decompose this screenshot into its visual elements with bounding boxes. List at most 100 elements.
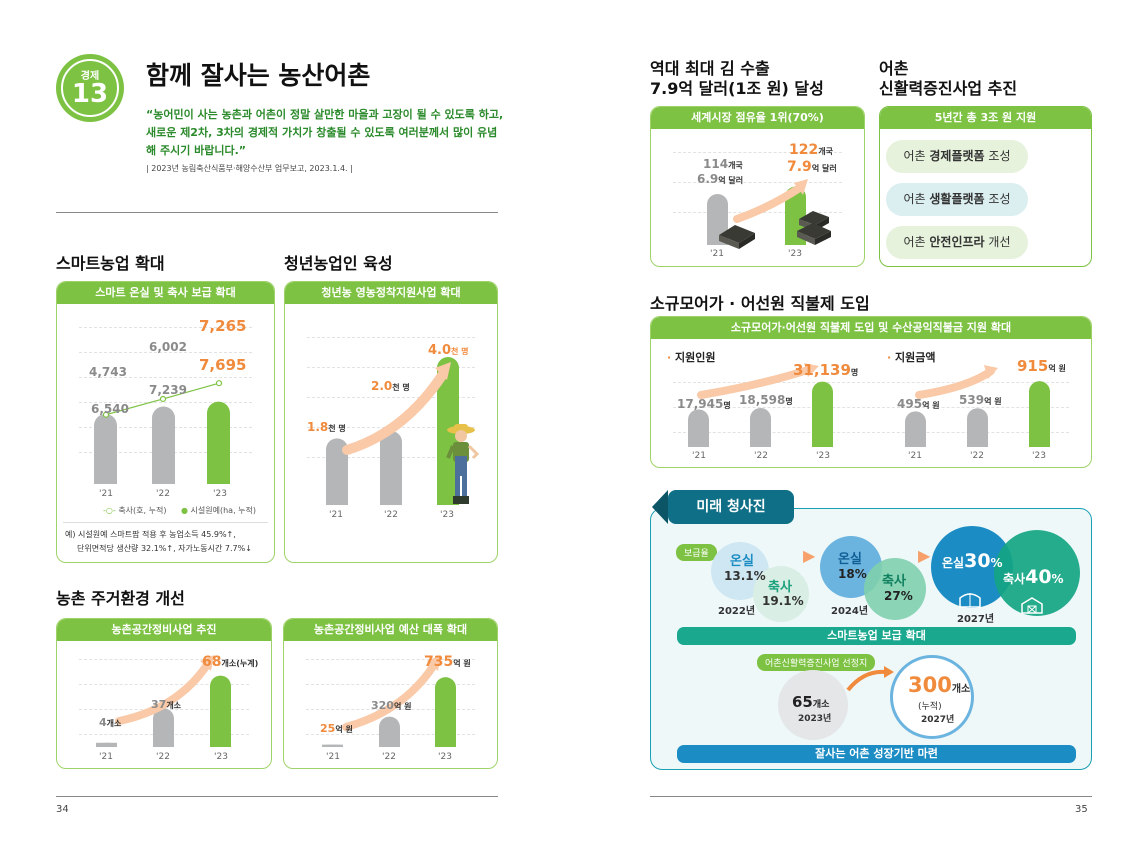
- exports-countries-23: 122개국: [789, 142, 833, 158]
- amount-value-23: 915억 원: [1017, 357, 1066, 375]
- value-2027-selection: 300개소: [908, 673, 971, 697]
- young-farmers-value-21: 1.8천 명: [307, 420, 346, 434]
- growth-arrow-icon: [846, 666, 894, 692]
- year-label: '21: [99, 489, 113, 499]
- exports-title-1: 역대 최대 김 수출: [650, 59, 770, 78]
- future-tab: 미래 청사진: [668, 490, 794, 524]
- greenhouse-icon: [959, 593, 981, 608]
- housing-title: 농촌 주거환경 개선: [56, 589, 185, 608]
- year-label: '23: [213, 489, 227, 499]
- year-label: '22: [156, 489, 170, 499]
- direct-payment-card-title: 소규모어가·어선원 직불제 도입 및 수산공익직불금 지원 확대: [651, 317, 1091, 339]
- exports-chart: [707, 179, 831, 249]
- smart-farm-facility-23: 7,695: [199, 356, 247, 374]
- year-2022: 2022년: [718, 606, 756, 617]
- year-label: '23: [816, 451, 830, 461]
- laver-icon: [719, 211, 831, 249]
- direct-payment-chart: [688, 363, 1050, 447]
- people-value-21: 17,945명: [677, 397, 731, 411]
- value-2022-greenhouse: 13.1%: [724, 569, 766, 583]
- smart-farm-chart: [94, 380, 230, 484]
- fishing-card-title: 5년간 총 3조 원 지원: [880, 107, 1091, 129]
- year-label: '22: [384, 510, 398, 520]
- divider: [56, 212, 498, 213]
- circle-2027-selection: [890, 655, 974, 739]
- value-2023-selection: 65개소: [792, 693, 830, 711]
- exports-amount-21: 6.9억 달러: [697, 172, 744, 186]
- smart-farm-livestock-21: 4,743: [89, 365, 127, 379]
- young-farmers-card-title: 청년농 영농정착지원사업 확대: [285, 282, 497, 304]
- footer-divider-left: [56, 796, 498, 797]
- young-farmers-card: 청년농 영농정착지원사업 확대 1.8천 명 2.0천 명 4.0천 명 '21…: [284, 281, 498, 563]
- smart-farm-note-2: 단위면적당 생산량 32.1%↑, 자가노동시간 7.7%↓: [77, 544, 252, 553]
- barn-icon: [1021, 597, 1043, 614]
- year-label: '22: [970, 451, 984, 461]
- direct-payment-card: 소규모어가·어선원 직불제 도입 및 수산공익직불금 지원 확대 · 지원인원 …: [650, 316, 1092, 468]
- housing-1-value-23: 68개소(누계): [202, 654, 259, 670]
- year-label: '21: [329, 510, 343, 520]
- section-badge: 경제 13: [56, 54, 124, 122]
- year-2023-selection: 2023년: [798, 714, 832, 724]
- smart-farm-livestock-22: 6,002: [149, 340, 187, 354]
- fishing-item-living: 어촌 생활플랫폼 조성: [886, 183, 1028, 216]
- people-label: · 지원인원: [667, 351, 716, 364]
- fishing-title-1: 어촌: [879, 59, 909, 78]
- smart-farm-card-title: 스마트 온실 및 축사 보급 확대: [57, 282, 274, 304]
- selection-label: 어촌신활력증진사업 선정지: [757, 654, 876, 671]
- amount-value-22: 539억 원: [959, 393, 1002, 407]
- housing-card-1: 농촌공간정비사업 추진 4개소 37개소 68개소(누계) '21 '22 '2…: [56, 618, 272, 769]
- housing-card-1-title: 농촌공간정비사업 추진: [57, 619, 271, 641]
- young-farmers-value-23: 4.0천 명: [428, 343, 469, 358]
- smart-farm-livestock-23: 7,265: [199, 317, 247, 335]
- value-2024-livestock: 27%: [884, 589, 913, 603]
- legend-facility: ● 시설원예(ha, 누적): [181, 506, 256, 515]
- year-label: '23: [440, 510, 454, 520]
- year-2024: 2024년: [831, 606, 869, 617]
- smart-farm-livestock-point: [215, 380, 223, 387]
- value-2027-livestock: 축사40%: [1003, 566, 1064, 588]
- housing-card-2: 농촌공간정비사업 예산 대폭 확대 25억 원 320억 원 735억 원 '2…: [283, 618, 498, 769]
- year-label: '23: [214, 752, 228, 762]
- value-2022-livestock: 19.1%: [762, 594, 804, 608]
- note-2027-selection: (누적): [918, 702, 942, 712]
- exports-card-title: 세계시장 점유율 1위(70%): [651, 107, 864, 129]
- label-2024-livestock: 축사: [882, 574, 906, 589]
- rate-label: 보급율: [676, 544, 717, 561]
- smart-farm-livestock-point: [159, 395, 167, 403]
- footer-divider-right: [650, 796, 1092, 797]
- housing-2-value-22: 320억 원: [371, 699, 412, 712]
- housing-1-value-21: 4개소: [99, 716, 122, 729]
- smart-farm-bar: [152, 406, 175, 484]
- direct-payment-title: 소규모어가 · 어선원 직불제 도입: [650, 294, 870, 313]
- exports-bar: [707, 193, 728, 245]
- farmer-illustration: [446, 424, 480, 504]
- smart-farm-title: 스마트농업 확대: [56, 254, 165, 273]
- label-2022-livestock: 축사: [768, 580, 792, 595]
- amount-bar: [1029, 381, 1050, 447]
- exports-title-2: 7.9억 달러(1조 원) 달성: [650, 79, 824, 98]
- people-value-23: 31,139명: [793, 361, 859, 379]
- fishing-item-economy: 어촌 경제플랫폼 조성: [886, 140, 1028, 173]
- arrow-icon: ▶: [803, 546, 816, 565]
- year-label: '23: [438, 752, 452, 762]
- smart-farm-bar: [207, 401, 230, 484]
- year-label: '21: [908, 451, 922, 461]
- year-2027-selection: 2027년: [921, 715, 955, 725]
- year-label: '22: [754, 451, 768, 461]
- smart-farm-note-1: 예) 시설원예 스마트팜 적용 후 농업소득 45.9%↑,: [65, 530, 236, 539]
- amount-label: · 지원금액: [887, 351, 936, 364]
- housing-2-value-21: 25억 원: [320, 722, 353, 735]
- band-smart-farm: 스마트농업 보급 확대: [677, 627, 1076, 645]
- year-label: '21: [692, 451, 706, 461]
- page-title: 함께 잘사는 농산어촌: [146, 61, 371, 90]
- quote-text: “농어민이 사는 농촌과 어촌이 정말 살만한 마을과 고장이 될 수 있도록 …: [146, 108, 504, 157]
- housing-1-value-22: 37개소: [151, 698, 182, 711]
- label-2024-greenhouse: 온실: [838, 552, 862, 567]
- exports-countries-21: 114개국: [703, 157, 743, 171]
- legend-livestock: -○- 축사(호, 누적): [103, 506, 167, 515]
- label-2022-greenhouse: 온실: [730, 554, 754, 569]
- year-label: '21: [99, 752, 113, 762]
- value-2024-greenhouse: 18%: [838, 567, 867, 581]
- year-label: '21: [710, 249, 724, 259]
- arrow-icon: ▶: [918, 546, 931, 565]
